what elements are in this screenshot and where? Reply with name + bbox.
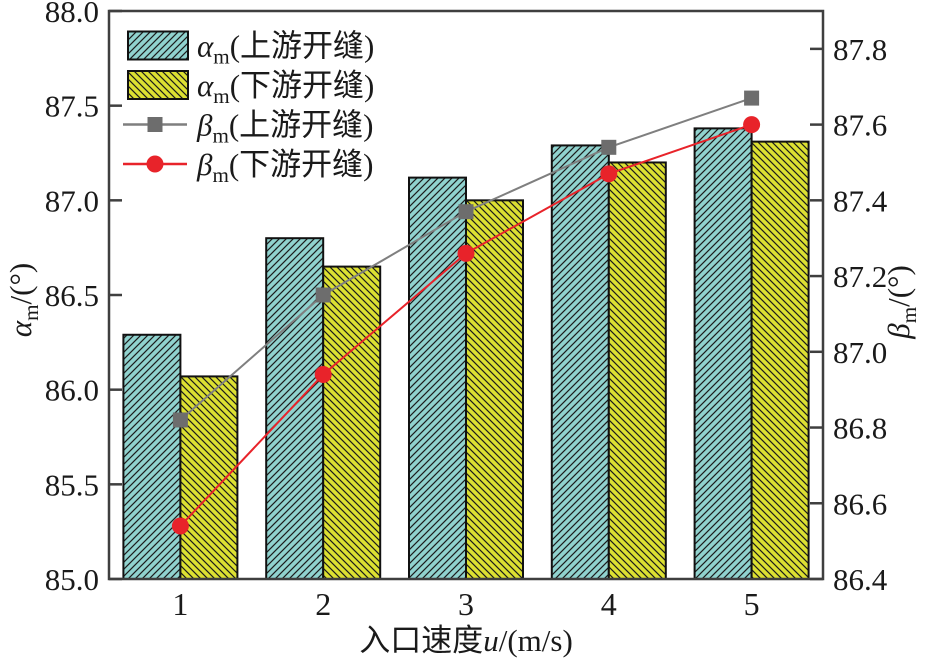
left-axis-tick-label-87.0: 87.0 [45,183,99,218]
legend-swatch-icon-alpha-downstream [127,70,189,100]
right-axis-tick-label-87.4: 87.4 [833,183,888,218]
y-axis-title-left: αm/(°) [3,263,43,337]
line-series-beta-downstream [171,116,761,535]
left-axis-tick-label-85.0: 85.0 [45,562,99,597]
x-axis-tick-label-5: 5 [744,586,760,622]
right-axis-tick-label-87.8: 87.8 [833,32,887,67]
square-marker-beta-upstream-u2 [315,287,331,303]
legend-label-beta-upstream: βm(上游开缝) [196,108,374,148]
legend-item-alpha-downstream: αm(下游开缝) [127,68,374,108]
legend-label-alpha-downstream: αm(下游开缝) [197,68,374,108]
x-axis-tick-label-3: 3 [458,586,474,622]
left-axis: 85.0 85.5 86.0 86.5 87.0 87.5 88.0 [45,0,122,597]
right-axis-tick-label-87.2: 87.2 [833,259,887,294]
circle-marker-beta-downstream-u4 [600,165,618,183]
circle-marker-beta-downstream-u1 [171,517,189,535]
x-axis: 1 2 3 4 5 入口速度u/(m/s) [172,586,759,658]
right-axis-tick-label-86.8: 86.8 [833,411,887,446]
x-axis-tick-label-2: 2 [315,586,331,622]
left-axis-tick-label-86.5: 86.5 [45,278,99,313]
bar-alpha-downstream-u2 [322,265,382,580]
legend-square-marker-icon-beta-upstream [147,117,163,132]
line-series-beta-upstream [172,90,760,428]
bar-alpha-upstream-u5 [693,127,753,581]
y-axis-title-right: βm/(°) [881,265,921,340]
right-axis: 86.4 86.6 86.8 87.0 87.2 87.4 87.6 87.8 [810,32,888,597]
circle-marker-beta-downstream-u3 [457,244,475,262]
bar-alpha-downstream-u3 [465,199,524,580]
legend-item-beta-upstream: βm(上游开缝) [123,108,374,148]
right-axis-tick-label-87.0: 87.0 [833,335,887,370]
legend: αm(上游开缝)αm(下游开缝)βm(上游开缝)βm(下游开缝) [123,29,374,187]
circle-marker-beta-downstream-u2 [314,366,332,384]
left-axis-tick-label-85.5: 85.5 [45,467,99,502]
legend-swatch-icon-alpha-upstream [127,30,189,61]
square-marker-beta-upstream-u1 [172,412,188,428]
legend-item-alpha-upstream: αm(上游开缝) [127,29,374,69]
bar-alpha-upstream-u3 [408,176,467,580]
bar-alpha-downstream-u4 [607,161,667,580]
bar-alpha-upstream-u2 [265,237,325,580]
square-marker-beta-upstream-u4 [601,139,617,155]
legend-label-beta-downstream: βm(下游开缝) [196,147,374,187]
right-axis-tick-label-86.4: 86.4 [833,562,888,597]
x-axis-title: 入口速度u/(m/s) [359,623,573,658]
bar-alpha-downstream-u5 [750,140,810,580]
left-axis-tick-label-86.0: 86.0 [45,373,99,408]
legend-item-beta-downstream: βm(下游开缝) [123,147,374,187]
bar-alpha-upstream-u4 [550,144,610,580]
square-marker-beta-upstream-u3 [458,204,474,220]
x-axis-tick-label-4: 4 [601,586,617,622]
bar-series-group [122,127,810,581]
square-marker-beta-upstream-u5 [744,90,760,106]
right-axis-tick-label-86.6: 86.6 [833,486,887,521]
legend-label-alpha-upstream: αm(上游开缝) [197,29,374,69]
left-axis-tick-label-88.0: 88.0 [45,0,99,29]
right-axis-tick-label-87.6: 87.6 [833,108,887,143]
left-axis-tick-label-87.5: 87.5 [45,89,99,124]
bar-alpha-downstream-u1 [179,375,239,580]
legend-circle-marker-icon-beta-downstream [146,155,164,173]
circle-marker-beta-downstream-u5 [743,116,761,134]
x-axis-tick-label-1: 1 [172,586,188,622]
bar-alpha-upstream-u1 [122,333,182,581]
